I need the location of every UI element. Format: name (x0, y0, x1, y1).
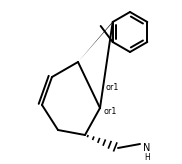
Text: or1: or1 (103, 107, 116, 116)
Text: N: N (143, 143, 151, 153)
Polygon shape (78, 20, 114, 62)
Text: or1: or1 (105, 83, 118, 92)
Text: H: H (144, 153, 150, 162)
